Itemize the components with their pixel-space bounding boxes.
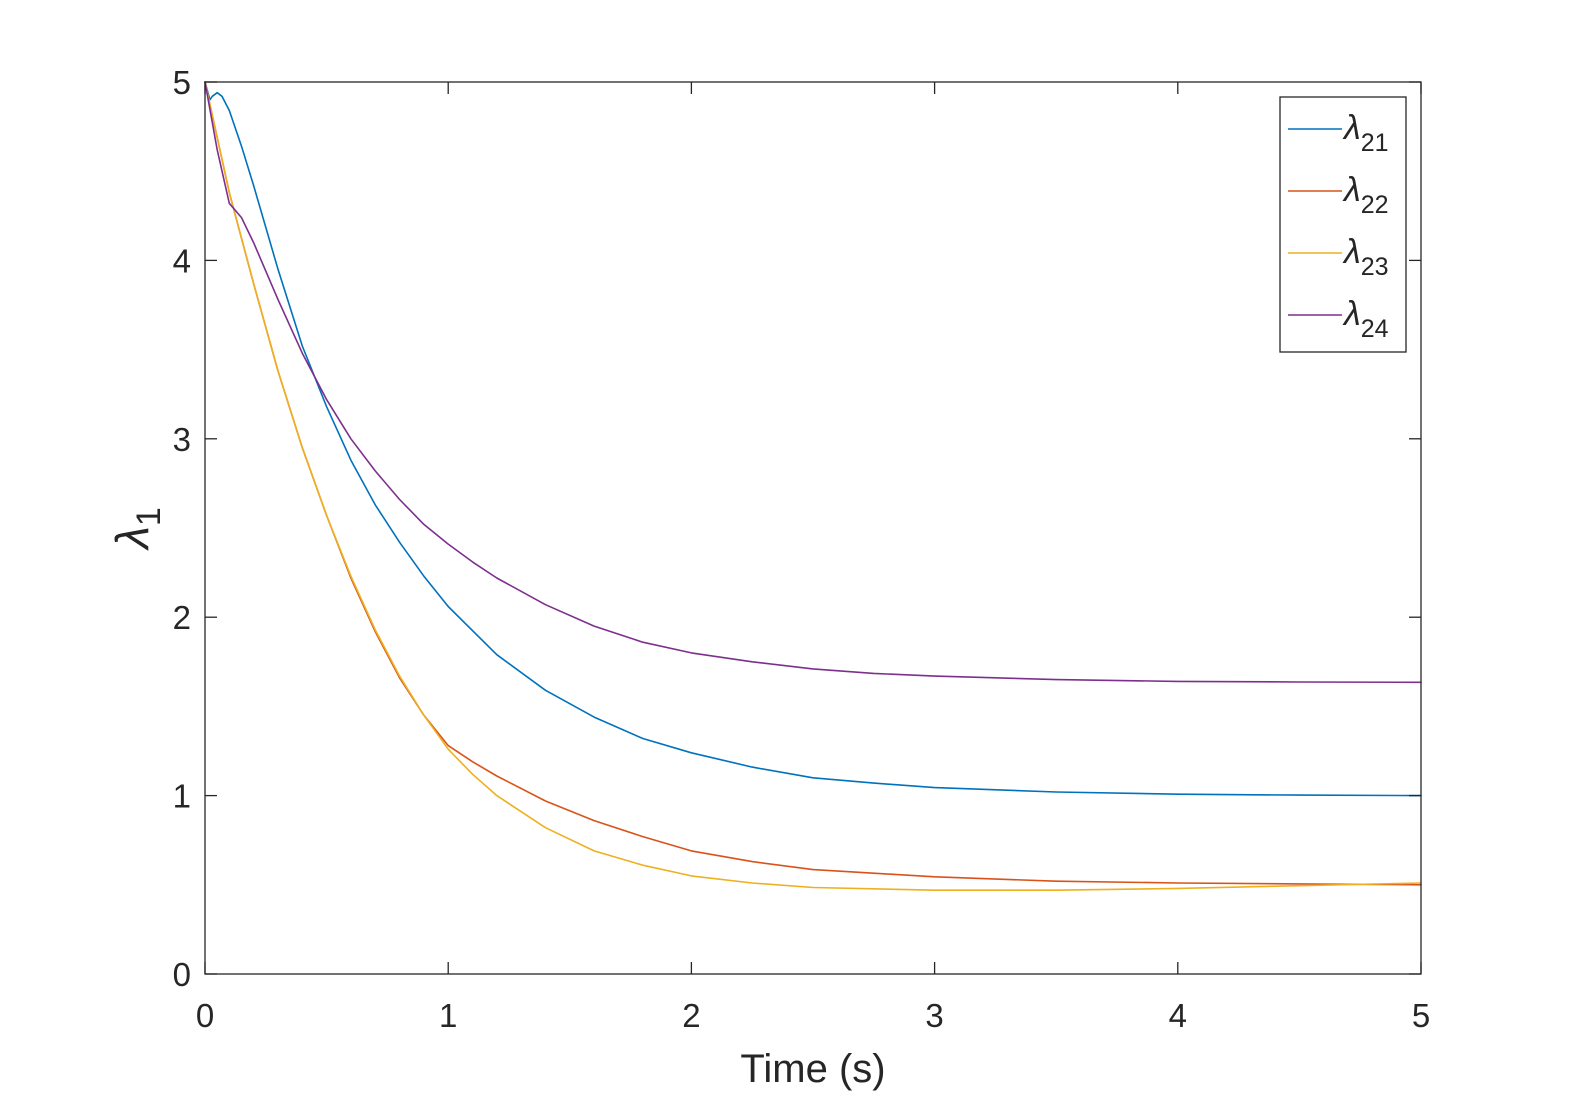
legend-symbol: λ	[1342, 171, 1361, 209]
legend-entry-22: λ22	[1342, 171, 1389, 219]
y-axis-label-symbol: λ	[106, 526, 158, 552]
y-tick-label: 0	[173, 956, 191, 993]
plot-area	[205, 82, 1421, 974]
series-layer	[204, 81, 1422, 892]
legend-entry-24: λ24	[1342, 295, 1389, 343]
x-tick-label: 1	[439, 997, 457, 1034]
y-tick-label: 1	[173, 778, 191, 815]
x-tick-label: 2	[682, 997, 700, 1034]
axes-box	[204, 81, 1422, 975]
legend-symbol: λ	[1342, 109, 1361, 147]
x-axis-label: Time (s)	[740, 1047, 885, 1091]
x-tick-label: 0	[196, 997, 214, 1034]
svg-text:λ1: λ1	[106, 507, 168, 552]
legend-entry-23: λ23	[1342, 233, 1389, 281]
legend-entry-21: λ21	[1342, 109, 1389, 157]
x-tick-label: 4	[1169, 997, 1187, 1034]
y-tick-label: 2	[173, 599, 191, 636]
legend-symbol: λ	[1342, 295, 1361, 333]
x-tick-label: 3	[925, 997, 943, 1034]
y-tick-label: 3	[173, 421, 191, 458]
legend-subscript: 23	[1361, 253, 1389, 281]
y-tick-label: 5	[173, 64, 191, 101]
series-line-21	[204, 81, 1422, 797]
series-line-24	[204, 81, 1422, 684]
x-tick-label: 5	[1412, 997, 1430, 1034]
y-axis-label-subscript: 1	[130, 507, 168, 526]
series-line-23	[204, 81, 1422, 892]
legend-symbol: λ	[1342, 233, 1361, 271]
legend-subscript: 21	[1361, 129, 1389, 157]
legend-subscript: 22	[1361, 191, 1389, 219]
y-tick-label: 4	[173, 242, 191, 279]
y-axis-label: λ1	[106, 507, 168, 552]
legend-subscript: 24	[1361, 315, 1389, 343]
legend-box	[1279, 96, 1407, 353]
